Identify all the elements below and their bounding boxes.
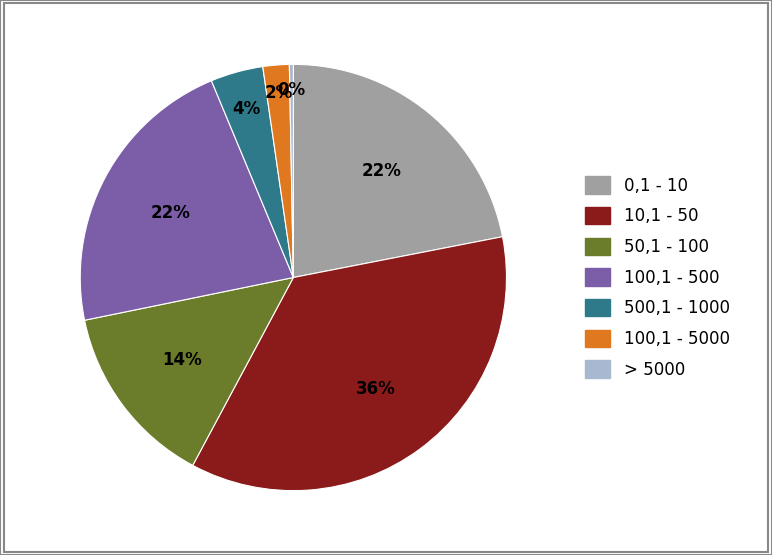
Wedge shape [212, 67, 293, 278]
Text: 36%: 36% [356, 380, 395, 398]
Text: 2%: 2% [264, 84, 293, 102]
Wedge shape [262, 64, 293, 278]
Wedge shape [293, 64, 503, 278]
Wedge shape [290, 64, 293, 278]
Wedge shape [80, 81, 293, 320]
Text: 14%: 14% [162, 351, 202, 369]
Text: 4%: 4% [232, 100, 261, 118]
Text: 0%: 0% [278, 81, 306, 99]
Legend: 0,1 - 10, 10,1 - 50, 50,1 - 100, 100,1 - 500, 500,1 - 1000, 100,1 - 5000, > 5000: 0,1 - 10, 10,1 - 50, 50,1 - 100, 100,1 -… [579, 170, 736, 385]
Wedge shape [85, 278, 293, 465]
Wedge shape [193, 236, 506, 491]
Text: 22%: 22% [151, 204, 191, 221]
Text: 22%: 22% [361, 162, 401, 180]
